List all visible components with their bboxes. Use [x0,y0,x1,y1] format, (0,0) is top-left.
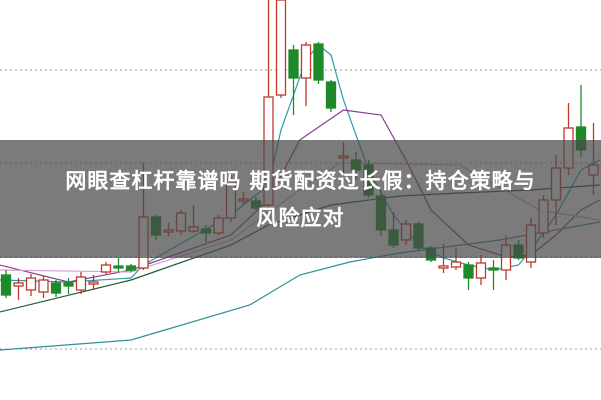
candle-body [300,44,312,79]
candle [475,255,487,285]
candle-body [75,276,87,291]
candle [38,276,49,298]
candle-body [488,267,499,271]
candle-body [88,281,99,285]
headline-line-1: 网眼查杠杆靠谱吗 期货配资过长假：持仓策略与 [65,169,536,193]
candle-body [313,43,324,81]
candle-body [50,282,62,294]
candle-body [288,49,299,79]
candle-body [475,262,487,279]
candle [313,42,324,84]
candle [488,260,499,290]
candle-body [100,264,112,273]
candle [25,274,37,296]
candle [125,264,137,272]
candle-body [463,264,474,279]
candle-body [438,265,449,269]
candle [50,280,62,297]
candle [13,278,24,300]
candle [88,275,99,290]
candle-body [38,279,49,293]
headline-band [0,140,601,258]
candle-body [63,282,74,287]
candle [75,272,87,294]
candle-body [113,265,124,269]
candle [113,258,124,272]
candle-body [325,81,337,109]
candle-body [275,0,287,96]
candle-body [450,261,462,268]
candle [100,262,112,274]
candle [0,270,12,298]
candle [63,278,74,294]
candle [275,0,287,98]
candle [300,42,312,106]
headline: 网眼查杠杆靠谱吗 期货配资过长假：持仓策略与 风险应对 [0,163,601,237]
candle [325,80,337,112]
candle-body [25,277,37,291]
candle-body [0,274,12,296]
candle [288,45,299,115]
candle-body [125,265,137,271]
candle-body [13,282,24,287]
candle [463,262,474,290]
headline-line-2: 风险应对 [256,206,345,230]
